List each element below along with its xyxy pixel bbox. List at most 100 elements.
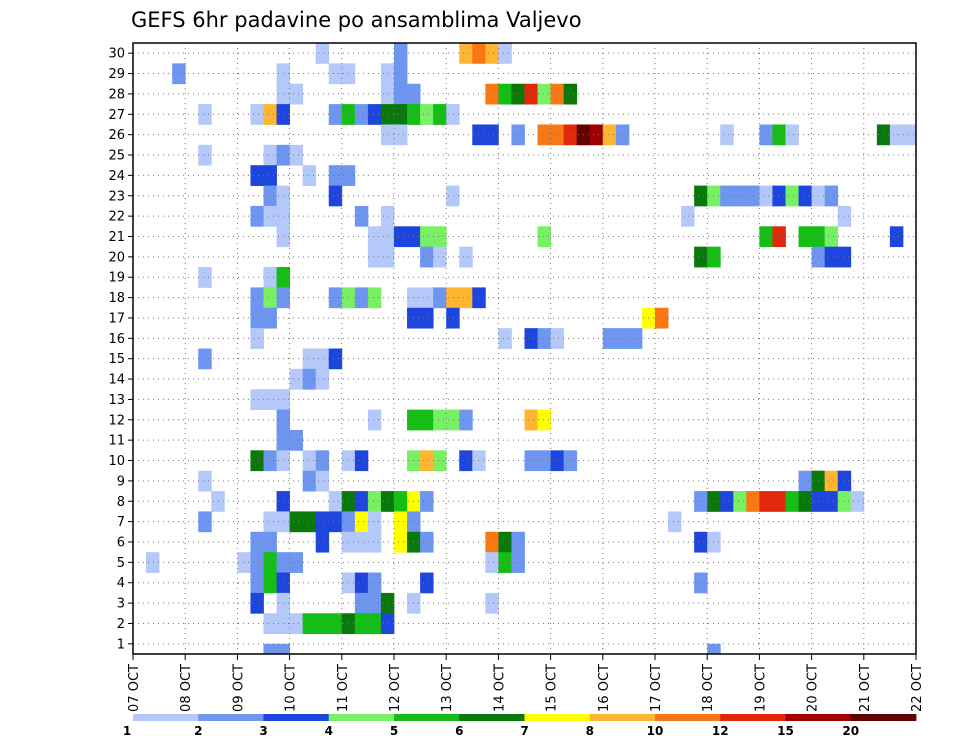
x-tick-label: 22 OCT	[910, 664, 925, 712]
heatmap-cell	[733, 491, 747, 512]
heatmap-cell	[420, 226, 434, 248]
heatmap-cell	[720, 124, 734, 146]
y-tick-label: 6	[117, 535, 125, 550]
heatmap-cell	[263, 643, 277, 654]
y-tick-label: 12	[108, 413, 125, 428]
heatmap-cell	[694, 572, 708, 594]
y-tick-label: 2	[117, 617, 125, 632]
heatmap-cell	[420, 409, 434, 431]
heatmap-cell	[328, 348, 343, 370]
colorbar-swatch	[263, 714, 330, 721]
heatmap-cell	[354, 491, 369, 512]
heatmap-cell	[850, 491, 865, 512]
colorbar-legend: 1 2 3 4 5 6 7 8 10 12 15 20	[123, 714, 917, 738]
colorbar-label: 10	[647, 724, 664, 738]
heatmap-cell	[328, 511, 343, 533]
heatmap-cell	[380, 63, 395, 85]
heatmap-cell	[380, 226, 395, 248]
heatmap-cell	[289, 144, 304, 166]
heatmap-cell	[367, 246, 382, 268]
y-tick-label: 14	[108, 373, 125, 388]
heatmap-cell	[459, 409, 473, 431]
heatmap-cell	[289, 429, 304, 451]
heatmap-cell	[433, 246, 447, 268]
heatmap-cell	[537, 450, 551, 472]
heatmap-cell	[354, 104, 369, 125]
heatmap-cell	[263, 205, 277, 227]
y-tick-label: 20	[108, 250, 125, 265]
heatmap-cell	[459, 246, 473, 268]
colorbar-label: 15	[777, 724, 794, 738]
chart-title: GEFS 6hr padavine po ansamblima Valjevo	[131, 8, 582, 32]
x-tick-label: 08 OCT	[179, 664, 194, 712]
heatmap-cell	[380, 491, 395, 512]
heatmap-cell	[315, 511, 330, 533]
colorbar-swatch	[394, 714, 460, 721]
heatmap-cell	[354, 592, 369, 614]
heatmap-cell	[433, 409, 447, 431]
heatmap-cell	[485, 124, 499, 146]
heatmap-cell	[315, 348, 330, 370]
colorbar-label: 2	[194, 724, 202, 738]
heatmap-cell	[824, 470, 839, 492]
heatmap-cell	[524, 83, 538, 105]
heatmap-cell	[798, 226, 812, 248]
heatmap-cell	[655, 307, 669, 329]
heatmap-cell	[302, 613, 317, 635]
heatmap-cell	[837, 470, 852, 492]
heatmap-cell	[354, 613, 369, 635]
heatmap-cell	[628, 328, 643, 349]
heatmap-cell	[446, 104, 460, 125]
heatmap-cell	[824, 185, 839, 207]
colorbar-label: 20	[842, 724, 859, 738]
y-tick-label: 8	[117, 495, 125, 510]
heatmap-cell	[837, 246, 852, 268]
y-tick-label: 30	[108, 47, 125, 62]
heatmap-cell	[198, 144, 212, 166]
heatmap-cell	[328, 185, 343, 207]
heatmap-cell	[472, 287, 486, 309]
heatmap-cell	[328, 491, 343, 512]
heatmap-cell	[250, 307, 264, 329]
y-tick-label: 11	[108, 434, 125, 449]
heatmap-cell	[250, 389, 264, 410]
heatmap-cell	[485, 43, 499, 64]
y-tick-label: 24	[108, 169, 125, 184]
heatmap-cell	[289, 613, 304, 635]
heatmap-cell	[250, 165, 264, 186]
y-axis: 1234567891011121314151617181920212223242…	[108, 47, 133, 652]
colorbar-swatch	[133, 714, 199, 721]
colorbar-swatch	[328, 714, 395, 721]
heatmap-cell	[485, 83, 499, 105]
heatmap-cell	[498, 83, 512, 105]
heatmap-cell	[328, 104, 343, 125]
heatmap-cell	[772, 491, 786, 512]
colorbar-swatch	[524, 714, 591, 721]
heatmap-cell	[263, 572, 277, 594]
heatmap-cell	[380, 246, 395, 268]
heatmap-cell	[380, 592, 395, 614]
heatmap-cell	[380, 613, 395, 635]
heatmap-cell	[485, 531, 499, 553]
heatmap-cell	[250, 572, 264, 594]
heatmap-cell	[237, 552, 251, 573]
heatmap-cell	[563, 83, 578, 105]
heatmap-cell	[328, 287, 343, 309]
heatmap-cell	[380, 205, 395, 227]
heatmap-cell	[302, 348, 317, 370]
heatmap-cell	[759, 124, 773, 146]
y-tick-label: 29	[108, 67, 125, 82]
heatmap-cell	[772, 124, 786, 146]
colorbar-label: 1	[123, 724, 131, 738]
heatmap-cell	[328, 613, 343, 635]
heatmap-cell	[263, 552, 277, 573]
heatmap-cell	[367, 491, 382, 512]
heatmap-cell	[498, 328, 512, 349]
heatmap-cell	[250, 552, 264, 573]
heatmap-cell	[289, 83, 304, 105]
heatmap-cell	[785, 124, 799, 146]
heatmap-cell	[446, 185, 460, 207]
heatmap-cell	[315, 368, 330, 390]
x-tick-label: 18 OCT	[701, 664, 716, 712]
x-tick-label: 12 OCT	[388, 664, 403, 712]
